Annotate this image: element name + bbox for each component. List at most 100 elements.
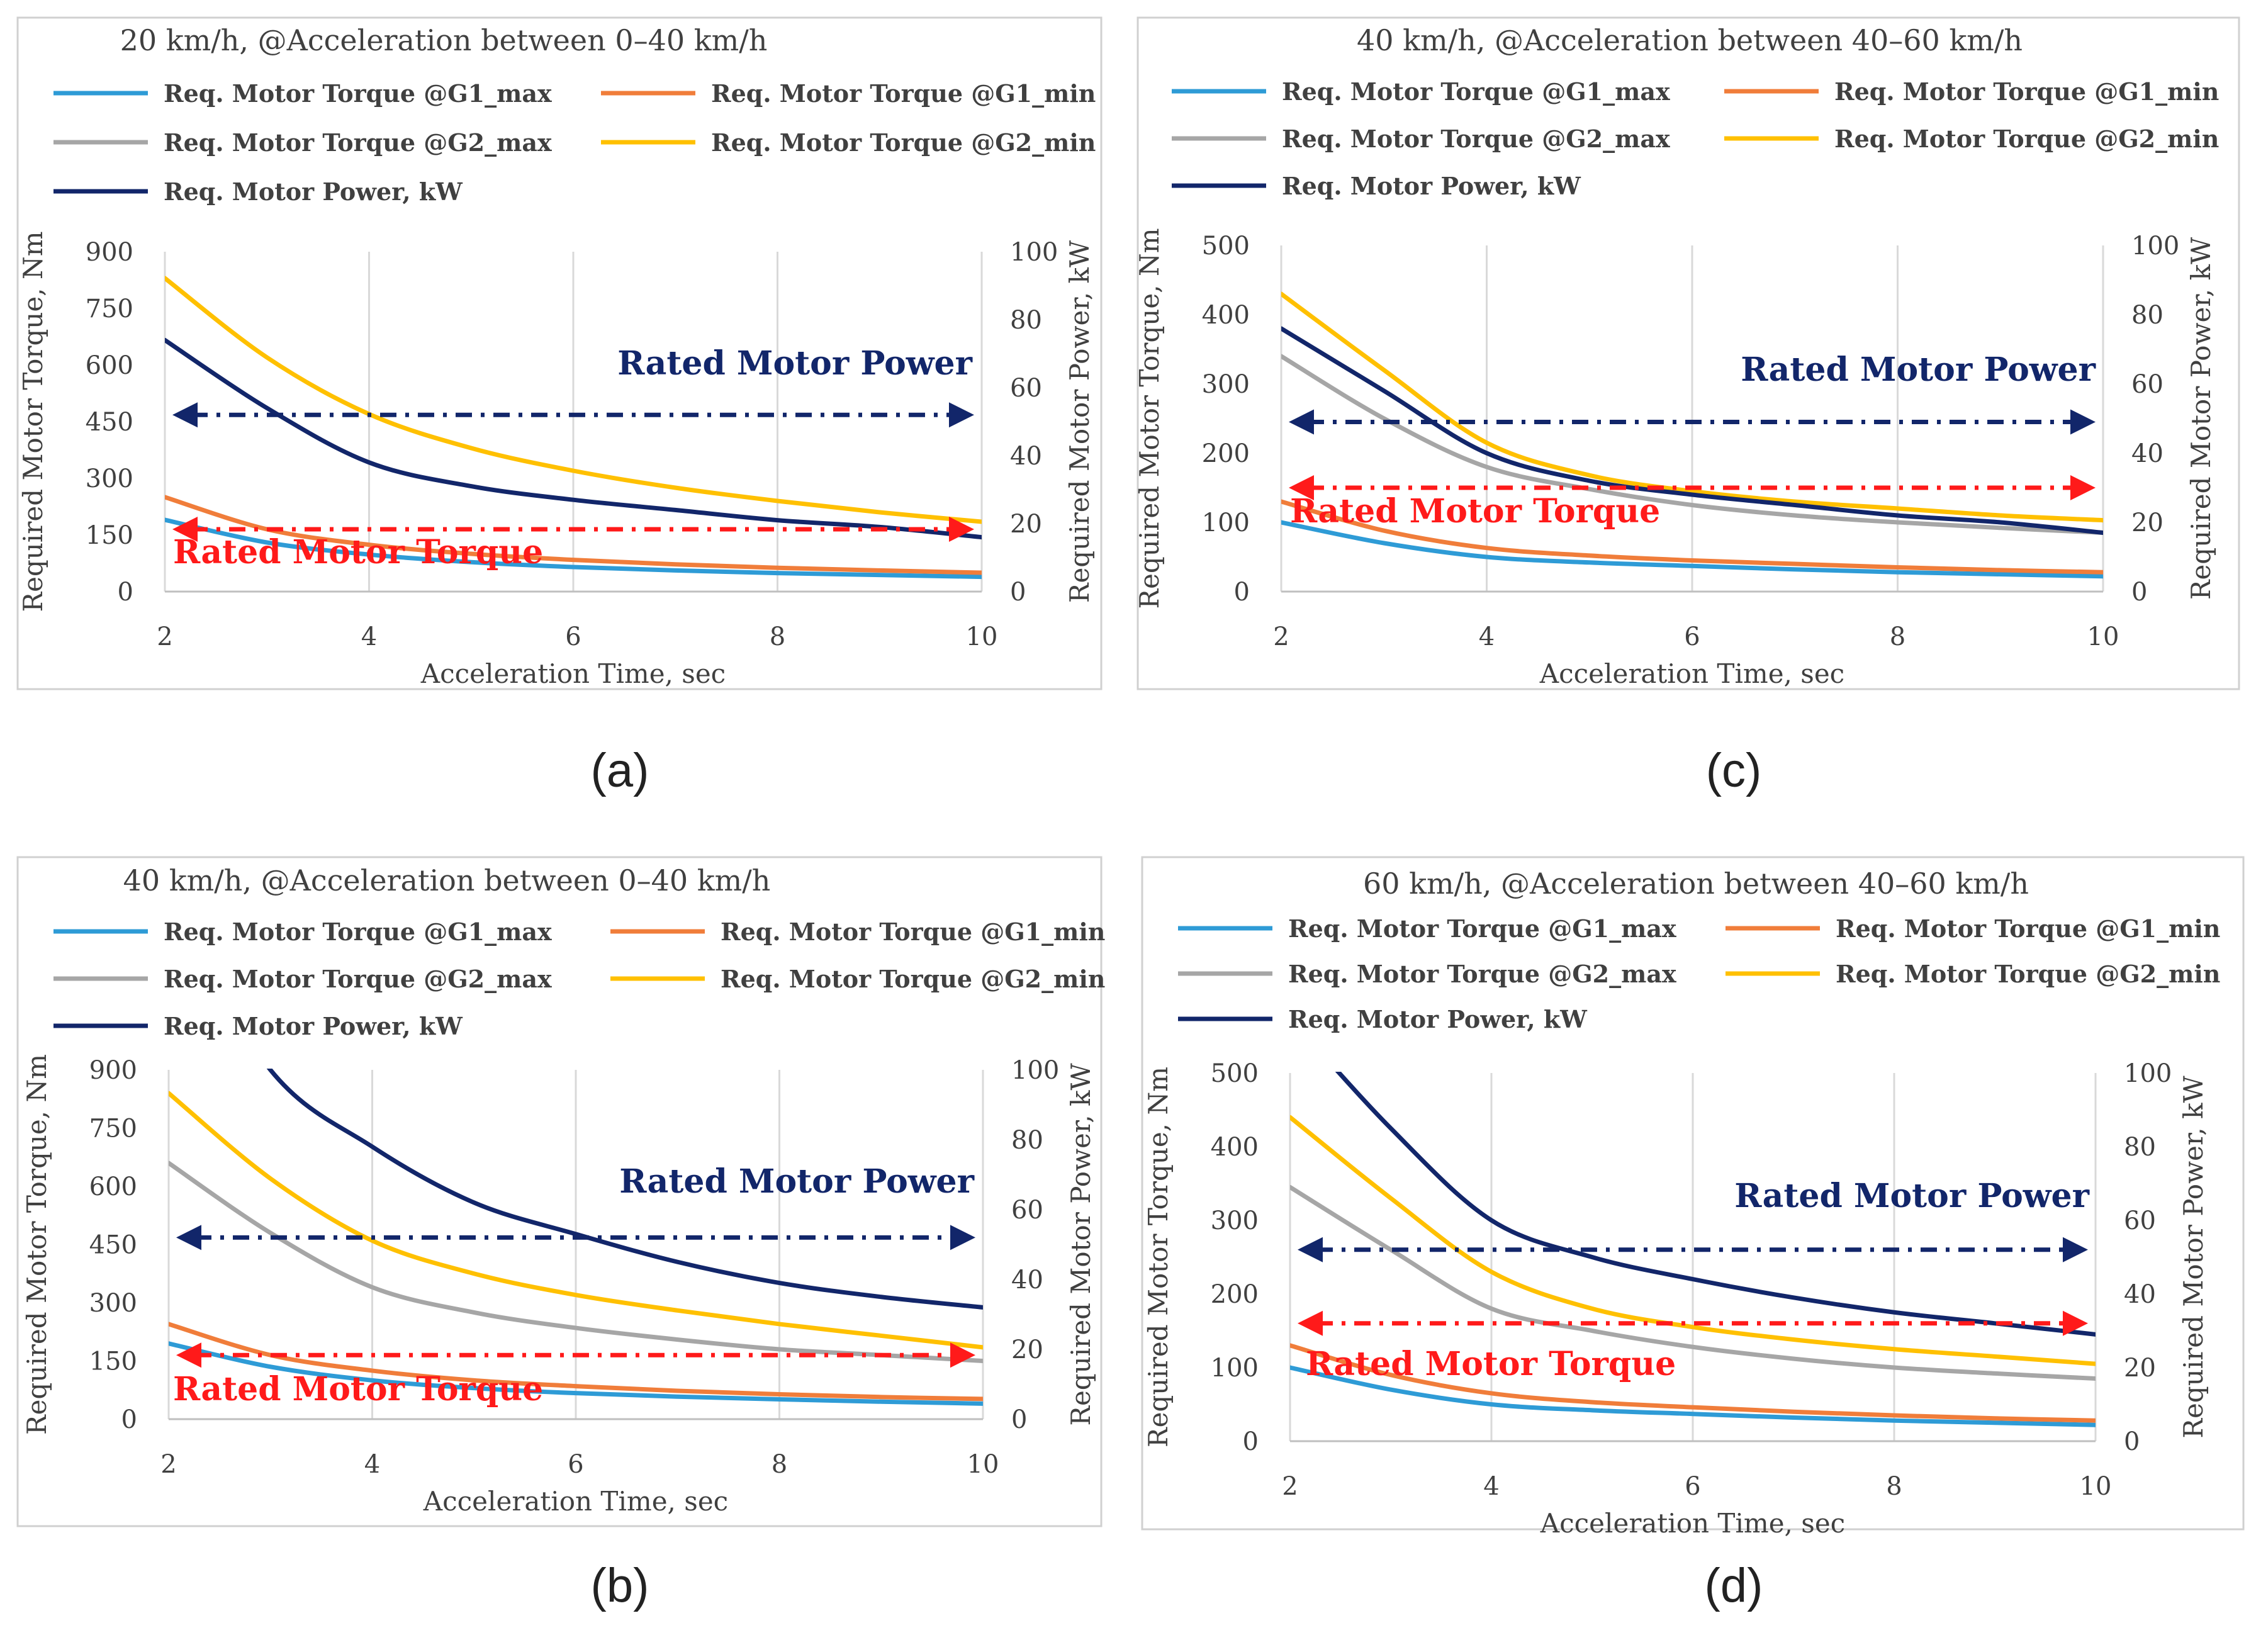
series-line (165, 337, 982, 540)
x-axis-label: Acceleration Time, sec (1539, 658, 1844, 689)
series-line (165, 276, 982, 524)
legend-item: Req. Motor Power, kW (53, 177, 463, 206)
legend-label: Req. Motor Torque @G2_min (711, 128, 1096, 157)
legend: Req. Motor Torque @G1_max Req. Motor Torq… (1172, 77, 2219, 200)
y-axis-label: Required Motor Torque, Nm (21, 1054, 52, 1435)
y2-tick-label: 20 (1011, 1335, 1043, 1364)
legend-item: Req. Motor Torque @G1_max (53, 918, 552, 946)
x-axis: 2 4 6 8 10 Acceleration Time, sec (157, 622, 997, 689)
series-line (169, 1091, 983, 1350)
x-tick-label: 8 (770, 622, 785, 651)
rated-power-label: Rated Motor Power (1734, 1177, 2089, 1215)
y-tick-label: 300 (89, 1289, 137, 1318)
y-tick-label: 300 (1211, 1206, 1259, 1235)
chart-panel-1: 20 km/h, @Acceleration between 0–40 km/h… (16, 16, 1103, 690)
x-tick-label: 8 (1890, 622, 1905, 651)
annotations: Rated Motor Power Rated Motor Torque (172, 344, 974, 571)
series-line (165, 495, 982, 575)
y-tick-label: 750 (86, 295, 133, 323)
legend-item: Req. Motor Torque @G2_min (1724, 125, 2219, 153)
y-tick-label: 900 (86, 238, 133, 267)
legend-item: Req. Motor Torque @G2_min (1726, 960, 2220, 988)
arrowhead-right (950, 1225, 975, 1250)
y-tick-label: 500 (1202, 232, 1250, 261)
legend-item: Req. Motor Torque @G2_max (53, 965, 552, 993)
y2-tick-label: 40 (1010, 442, 1042, 471)
legend: Req. Motor Torque @G1_max Req. Motor Torq… (53, 79, 1096, 206)
series-group (165, 276, 982, 580)
legend-item: Req. Motor Torque @G2_max (1172, 125, 1670, 153)
y-axis-label: Required Motor Torque, Nm (1134, 228, 1165, 609)
y2-tick-label: 60 (2131, 370, 2163, 399)
legend-item: Req. Motor Torque @G1_min (1724, 77, 2219, 106)
legend-label: Req. Motor Power, kW (164, 1012, 463, 1040)
y-axis-left: 0 100 200 300 400 500 Required Motor Torque, N… (1134, 228, 1250, 609)
series-line (1290, 1365, 2096, 1427)
y-tick-label: 400 (1202, 301, 1250, 330)
y2-tick-label: 100 (2124, 1059, 2172, 1088)
chart-panel-4: 60 km/h, @Acceleration between 40–60 km/… (1141, 856, 2245, 1539)
chart-title: 20 km/h, @Acceleration between 0–40 km/h (120, 23, 768, 57)
y-tick-label: 150 (86, 521, 133, 550)
chart-title: 40 km/h, @Acceleration between 0–40 km/h (123, 863, 771, 897)
y-axis-left: 0 100 200 300 400 500 Required Motor Torque, N… (1143, 1059, 1259, 1456)
y2-tick-label: 60 (1011, 1196, 1043, 1225)
arrowhead-left (176, 1225, 201, 1250)
arrowhead-left (176, 1342, 201, 1368)
y2-tick-label: 100 (1010, 238, 1058, 267)
series-line (1290, 1115, 2096, 1366)
legend-label: Req. Motor Torque @G1_min (1834, 77, 2219, 106)
y-tick-label: 900 (89, 1056, 137, 1085)
rated-power-label: Rated Motor Power (619, 1162, 974, 1201)
y2-axis-label: Required Motor Power, kW (2178, 1076, 2209, 1439)
y2-tick-label: 80 (1011, 1126, 1043, 1155)
y2-tick-label: 20 (2124, 1354, 2156, 1383)
y-tick-label: 100 (1202, 509, 1250, 537)
y-tick-label: 450 (86, 408, 133, 437)
panel-label: (a) (591, 744, 649, 797)
y2-axis-label: Required Motor Power, kW (1065, 1063, 1096, 1426)
legend-label: Req. Motor Torque @G1_max (164, 918, 552, 946)
y2-axis-label: Required Motor Power, kW (2186, 237, 2216, 600)
y2-tick-label: 80 (2131, 301, 2163, 330)
series-line (1335, 1072, 2096, 1337)
y2-tick-label: 80 (1010, 306, 1042, 335)
y-tick-label: 600 (89, 1172, 137, 1201)
x-tick-label: 6 (1684, 622, 1700, 651)
legend-item: Req. Motor Torque @G2_max (53, 128, 552, 157)
y-tick-label: 0 (1234, 578, 1250, 607)
legend-item: Req. Motor Torque @G2_min (610, 965, 1105, 993)
rated-torque-label: Rated Motor Torque (173, 533, 543, 571)
arrowhead-right (2063, 1237, 2088, 1262)
arrowhead-right (2070, 409, 2096, 435)
legend-item: Req. Motor Torque @G2_min (601, 128, 1096, 157)
chart-panel-2: 40 km/h, @Acceleration between 40–60 km/… (1134, 16, 2240, 690)
y-tick-label: 450 (89, 1231, 137, 1260)
legend-item: Req. Motor Torque @G1_min (1726, 914, 2220, 943)
legend-label: Req. Motor Torque @G2_min (1834, 125, 2219, 153)
x-tick-label: 10 (2087, 622, 2119, 651)
y-axis-left: 0 150 300 450 600 750 900 Required Motor Torque… (18, 231, 133, 612)
x-tick-label: 2 (157, 622, 172, 651)
y-tick-label: 500 (1211, 1059, 1259, 1088)
y-tick-label: 0 (1243, 1427, 1259, 1456)
y-axis-label: Required Motor Torque, Nm (1143, 1067, 1174, 1447)
y2-tick-label: 60 (1010, 374, 1042, 403)
y2-tick-label: 80 (2124, 1133, 2156, 1162)
series-line (169, 1341, 983, 1406)
legend: Req. Motor Torque @G1_max Req. Motor Torq… (53, 918, 1105, 1040)
y-tick-label: 750 (89, 1115, 137, 1143)
x-tick-label: 4 (1479, 622, 1495, 651)
y2-axis-label: Required Motor Power, kW (1064, 240, 1095, 603)
legend-label: Req. Motor Power, kW (1288, 1005, 1588, 1033)
x-tick-label: 8 (772, 1450, 787, 1479)
arrowhead-right (2070, 475, 2096, 500)
arrowhead-left (1289, 475, 1314, 500)
y-tick-label: 300 (86, 464, 133, 493)
legend-label: Req. Motor Torque @G2_min (1836, 960, 2220, 988)
x-tick-label: 6 (1685, 1472, 1700, 1501)
x-axis-label: Acceleration Time, sec (1540, 1508, 1845, 1539)
arrowhead-left (1289, 409, 1314, 435)
